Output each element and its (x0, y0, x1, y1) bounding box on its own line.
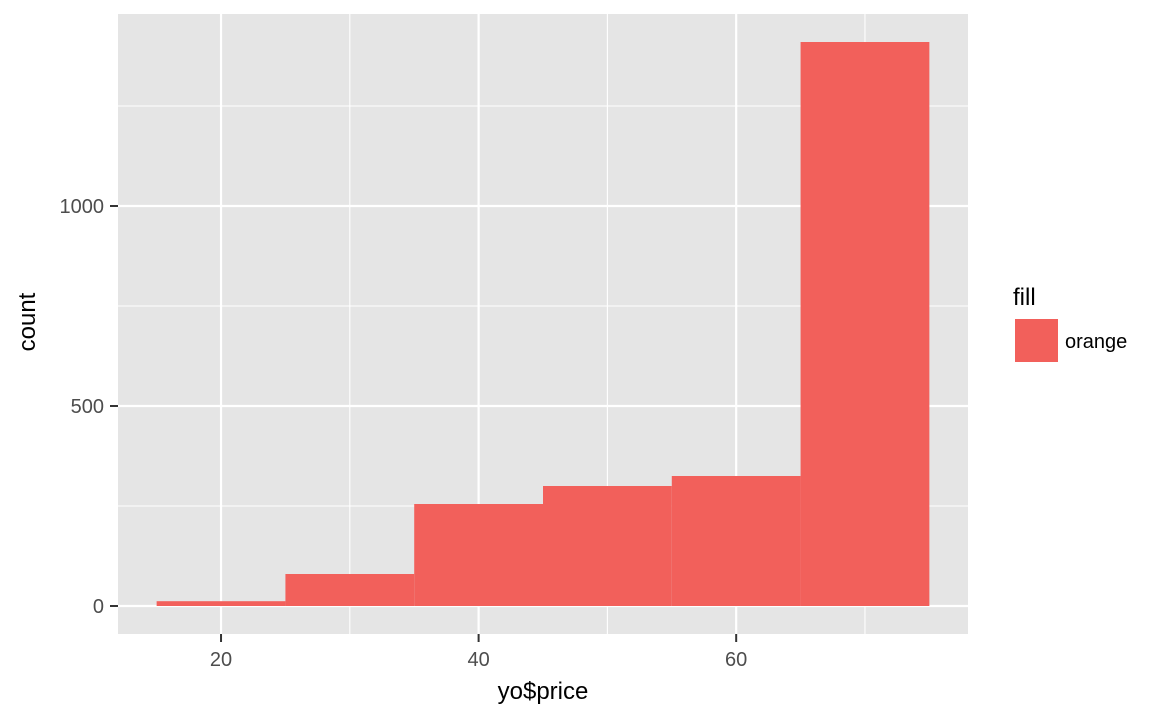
legend-key-orange (1015, 319, 1058, 362)
x-tick-label: 60 (725, 649, 747, 671)
bars (156, 42, 930, 606)
legend-title: fill (1013, 284, 1036, 311)
legend: fill orange (1013, 284, 1127, 362)
histogram-bar (543, 486, 672, 606)
x-tick-label: 20 (210, 649, 232, 671)
y-tick-label: 1000 (60, 196, 105, 218)
x-tick-label: 40 (467, 649, 489, 671)
histogram-bar (800, 42, 930, 606)
histogram-bar (156, 601, 286, 606)
histogram-bar (671, 476, 801, 606)
x-axis-title: yo$price (498, 678, 589, 705)
histogram-bar (414, 504, 543, 606)
histogram-bar (285, 574, 415, 606)
y-tick-label: 500 (71, 396, 104, 418)
y-tick-label: 0 (93, 596, 104, 618)
y-axis-title: count (14, 292, 41, 351)
axes: 0 500 1000 20 40 60 (60, 196, 748, 671)
legend-label-orange: orange (1065, 331, 1127, 353)
